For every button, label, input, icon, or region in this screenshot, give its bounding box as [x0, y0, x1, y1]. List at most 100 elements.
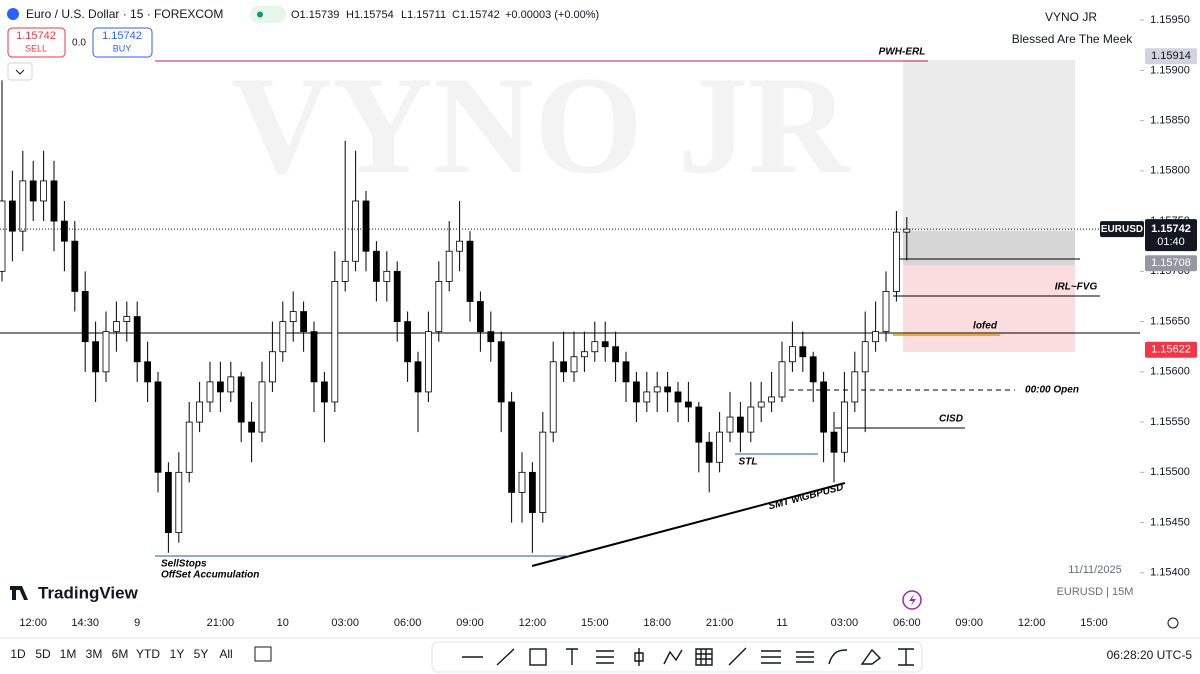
candle-body — [341, 260, 349, 282]
candle-body — [560, 361, 567, 373]
tool[interactable] — [496, 648, 515, 666]
range-button[interactable]: All — [219, 647, 232, 661]
candle-body — [570, 356, 578, 373]
tool[interactable] — [566, 648, 578, 665]
range-button[interactable]: 1Y — [170, 647, 185, 661]
candle-body — [653, 386, 661, 393]
candle-body — [872, 331, 879, 343]
candle-body — [8, 200, 16, 232]
range-button[interactable]: 1M — [60, 647, 77, 661]
candle-body — [695, 406, 703, 443]
tool[interactable] — [761, 650, 781, 664]
range-button[interactable]: 6M — [112, 647, 129, 661]
ohlc-l: L1.15711 — [401, 9, 446, 21]
candle-body — [716, 431, 723, 463]
candle-body — [529, 471, 536, 513]
candle-body — [206, 381, 214, 403]
candle-body — [92, 341, 99, 373]
tool[interactable] — [596, 650, 614, 664]
price-label: 1.15622 — [1151, 344, 1191, 356]
candle-body — [383, 270, 391, 282]
logo[interactable]: TradingView — [38, 583, 139, 602]
y-tick-label: 1.15650 — [1150, 315, 1190, 327]
candle-body — [737, 416, 744, 433]
motto: Blessed Are The Meek — [1012, 32, 1134, 46]
x-tick-label: 06:00 — [893, 617, 921, 629]
candle-body — [518, 471, 526, 493]
candle-body — [674, 391, 682, 403]
x-tick-label: 15:00 — [581, 617, 609, 629]
symbol-title[interactable]: Euro / U.S. Dollar · 15 · FOREXCOM — [26, 7, 223, 21]
range-button[interactable]: 3M — [86, 647, 103, 661]
candle-body — [268, 351, 276, 383]
candle-body — [778, 361, 786, 398]
candle-body — [216, 381, 224, 393]
price-label: 1.15914 — [1151, 50, 1191, 62]
tool[interactable] — [634, 648, 644, 666]
candle-body — [258, 381, 266, 433]
candle-body — [29, 180, 37, 202]
candle-body — [352, 200, 360, 262]
sell-button[interactable] — [7, 27, 66, 58]
candle-body — [435, 280, 443, 333]
alert-icon[interactable] — [902, 590, 922, 610]
tool[interactable] — [828, 649, 848, 665]
symbol-tag-label: EURUSD — [1101, 224, 1143, 235]
range-button[interactable]: 5Y — [194, 647, 209, 661]
range-button[interactable]: 5D — [35, 647, 51, 661]
calendar-icon[interactable] — [254, 646, 272, 662]
tool[interactable] — [663, 649, 683, 665]
tool[interactable] — [796, 651, 814, 663]
candle-body — [300, 311, 308, 333]
candle-body — [841, 401, 848, 453]
candle-body — [851, 371, 859, 403]
x-tick-label: 21:00 — [706, 617, 734, 629]
x-tick-label: 10 — [277, 617, 289, 629]
candles — [0, 80, 1140, 553]
buy-button[interactable] — [92, 27, 153, 58]
candle-body — [539, 431, 547, 513]
tool[interactable] — [860, 648, 882, 665]
collapse-button[interactable] — [7, 62, 33, 81]
annotation: STL — [739, 457, 758, 468]
candle-body — [466, 240, 474, 302]
status-dot — [257, 11, 263, 18]
range-button[interactable]: YTD — [136, 647, 160, 661]
candle-body — [497, 341, 505, 403]
settings-icon[interactable] — [1167, 617, 1179, 629]
smt-line — [531, 482, 846, 567]
candle-body — [685, 401, 692, 408]
candle-body — [445, 250, 453, 282]
candle-body — [581, 351, 588, 358]
candle-body — [40, 180, 47, 202]
y-tick-label: 1.15550 — [1150, 416, 1190, 428]
tool[interactable] — [898, 648, 914, 666]
x-tick-label: 14:30 — [71, 617, 99, 629]
author: VYNO JR — [1045, 10, 1097, 24]
ohlc-h: H1.15754 — [346, 9, 394, 21]
countdown: 01:40 — [1157, 236, 1185, 248]
candle-body — [830, 431, 838, 453]
tool[interactable] — [529, 648, 547, 666]
y-tick-label: 1.15400 — [1150, 567, 1190, 579]
candle-body — [893, 231, 900, 292]
candle-body — [612, 346, 619, 363]
x-tick-label: 18:00 — [643, 617, 671, 629]
range-button[interactable]: 1D — [10, 647, 26, 661]
candle-body — [726, 416, 734, 433]
candle-body — [289, 311, 297, 322]
y-tick-label: 1.15950 — [1150, 14, 1190, 26]
tool[interactable] — [728, 647, 747, 666]
x-tick-label: 03:00 — [831, 617, 859, 629]
candle-body — [331, 280, 339, 403]
tool[interactable] — [695, 648, 713, 666]
price-label: 1.15708 — [1151, 257, 1191, 269]
candle-body — [414, 361, 422, 393]
status-pill[interactable] — [250, 6, 286, 23]
candle-body — [248, 421, 256, 433]
price-axis — [1140, 0, 1200, 608]
current-zone — [903, 231, 1075, 265]
ohlc-change: +0.00003 (+0.00%) — [505, 9, 599, 21]
candle-body — [622, 361, 630, 383]
